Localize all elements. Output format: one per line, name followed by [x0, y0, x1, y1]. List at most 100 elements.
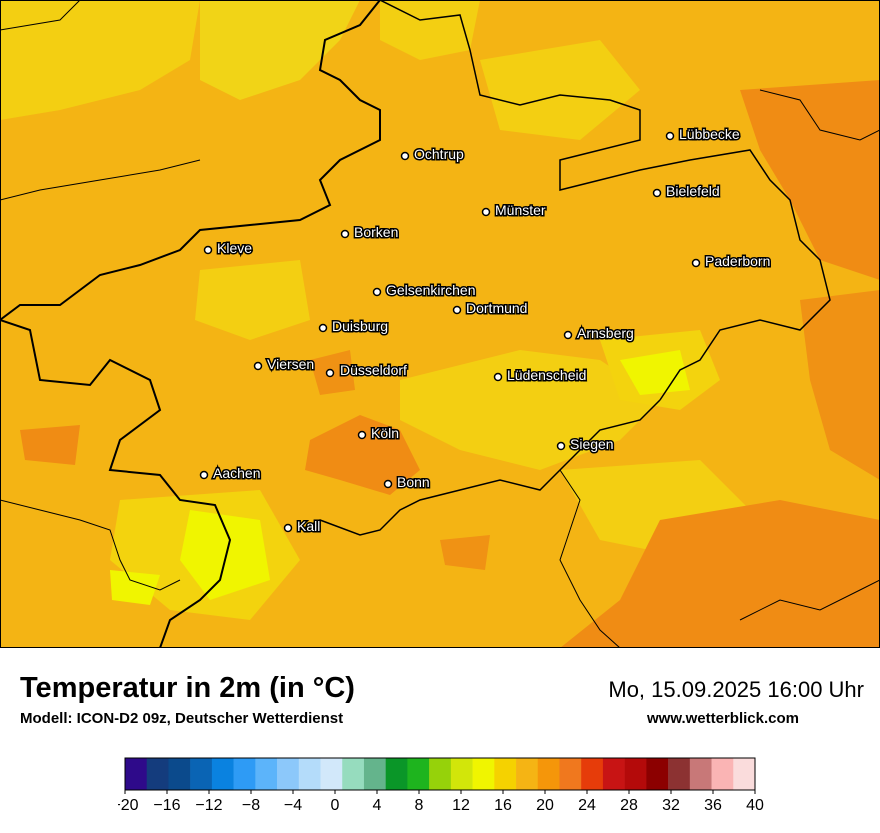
- legend-color-swatch: [211, 758, 234, 790]
- legend-color-swatch: [407, 758, 430, 790]
- city-label: Arnsberg: [577, 325, 634, 341]
- legend-tick-label: 4: [373, 797, 382, 814]
- legend-color-swatch: [559, 758, 582, 790]
- legend-tick-label: 32: [662, 797, 680, 814]
- legend-color-swatch: [342, 758, 365, 790]
- legend-tick-label: 28: [620, 797, 638, 814]
- state-border: [379, 0, 831, 401]
- legend-tick-label: 8: [415, 797, 424, 814]
- temp-zone-light: [400, 350, 660, 470]
- district-border: [559, 469, 621, 648]
- city-marker: Bielefeld: [652, 182, 721, 201]
- city-label: Aachen: [213, 465, 260, 481]
- legend-color-swatch: [602, 758, 625, 790]
- map-canvas: Lübbecke Ochtrup Bielefeld Münster Borke…: [0, 0, 880, 648]
- temp-zone-warm: [560, 500, 880, 648]
- legend-color-swatch: [450, 758, 473, 790]
- temp-zone-warm: [20, 425, 80, 465]
- city-label: Münster: [495, 202, 546, 218]
- legend-color-swatch: [385, 758, 408, 790]
- national-border: [0, 0, 381, 321]
- state-border: [299, 399, 661, 536]
- city-marker: Kall: [283, 517, 322, 536]
- city-marker: Dortmund: [452, 299, 529, 318]
- temp-zone-light: [0, 0, 200, 120]
- city-marker: Düsseldorf: [325, 361, 409, 380]
- city-marker: Bonn: [383, 473, 431, 492]
- legend-color-swatch: [429, 758, 452, 790]
- national-border: [0, 319, 232, 648]
- city-label: Düsseldorf: [340, 362, 407, 378]
- district-border: [0, 499, 181, 591]
- legend-color-swatch: [733, 758, 756, 790]
- legend-tick-label: 40: [746, 797, 764, 814]
- website-link[interactable]: www.wetterblick.com: [647, 710, 799, 727]
- district-border: [0, 159, 201, 201]
- legend-color-swatch: [689, 758, 712, 790]
- legend-color-swatch: [363, 758, 386, 790]
- temp-zone-light: [200, 0, 360, 100]
- district-border: [739, 579, 880, 621]
- legend-color-swatch: [298, 758, 321, 790]
- city-marker: Münster: [481, 201, 547, 220]
- city-marker: Lübbecke: [665, 125, 741, 144]
- legend-color-swatch: [320, 758, 343, 790]
- city-label: Dortmund: [466, 300, 527, 316]
- legend-tick-label: −16: [153, 797, 180, 814]
- city-marker: Arnsberg: [563, 324, 635, 343]
- legend-color-swatch: [516, 758, 539, 790]
- city-marker: Köln: [357, 424, 401, 443]
- legend-color-swatch: [494, 758, 517, 790]
- legend-color-swatch: [668, 758, 691, 790]
- legend-color-swatch: [472, 758, 495, 790]
- city-label: Gelsenkirchen: [386, 282, 476, 298]
- legend-tick-label: −8: [242, 797, 260, 814]
- legend-color-swatch: [146, 758, 169, 790]
- city-label: Lübbecke: [679, 126, 740, 142]
- city-marker: Lüdenscheid: [493, 366, 588, 385]
- city-label: Siegen: [570, 436, 614, 452]
- legend-color-swatch: [646, 758, 669, 790]
- legend-color-swatch: [190, 758, 213, 790]
- legend-tick-label: −4: [284, 797, 302, 814]
- city-label: Kleve: [217, 240, 252, 256]
- city-label: Viersen: [267, 356, 314, 372]
- temp-zone-warm: [440, 535, 490, 570]
- legend-color-swatch: [168, 758, 191, 790]
- legend-color-swatch: [233, 758, 256, 790]
- city-label: Duisburg: [332, 318, 388, 334]
- legend-tick-label: 24: [578, 797, 596, 814]
- legend-color-swatch: [125, 758, 148, 790]
- city-label: Köln: [371, 425, 399, 441]
- temp-zone-yellow: [180, 510, 270, 600]
- district-border: [759, 89, 880, 141]
- forecast-datetime: Mo, 15.09.2025 16:00 Uhr: [608, 677, 864, 702]
- legend-tick-label: 20: [536, 797, 554, 814]
- legend-color-swatch: [537, 758, 560, 790]
- city-label: Borken: [354, 224, 398, 240]
- temp-zone-warm: [800, 290, 880, 480]
- legend-tick-label: −12: [195, 797, 222, 814]
- city-marker: Paderborn: [691, 252, 772, 271]
- city-marker: Aachen: [199, 464, 262, 483]
- legend-color-swatch: [624, 758, 647, 790]
- model-subtitle: Modell: ICON-D2 09z, Deutscher Wetterdie…: [20, 710, 344, 727]
- city-marker: Gelsenkirchen: [372, 281, 477, 300]
- city-marker: Duisburg: [318, 317, 390, 336]
- city-marker: Ochtrup: [400, 145, 466, 164]
- city-label: Paderborn: [705, 253, 770, 269]
- legend-tick-label: 12: [452, 797, 470, 814]
- district-border: [0, 0, 81, 31]
- city-label: Bonn: [397, 474, 430, 490]
- temp-zone-light: [480, 40, 640, 140]
- color-scale-legend: −20 −16 −12 −8 −4 0 4 8 12 16 20 24 28 32 36 40: [111, 756, 768, 828]
- legend-tick-label: −20: [118, 797, 139, 814]
- legend-color-swatch: [711, 758, 734, 790]
- legend-tick-label: 0: [331, 797, 340, 814]
- legend-frame: [124, 757, 756, 791]
- legend-color-swatch: [277, 758, 300, 790]
- legend-canvas: −20 −16 −12 −8 −4 0 4 8 12 16 20 24 28 32 36 40: [111, 757, 764, 814]
- city-label: Bielefeld: [666, 183, 720, 199]
- city-marker: Viersen: [253, 355, 316, 374]
- temp-zone-yellow: [110, 570, 160, 605]
